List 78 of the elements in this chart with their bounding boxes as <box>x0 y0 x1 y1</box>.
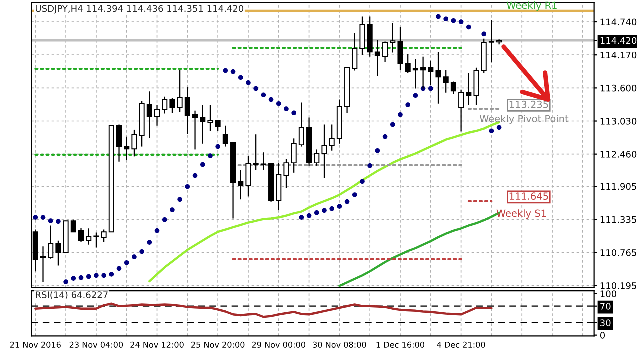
candlestick <box>466 72 472 106</box>
candlestick <box>192 110 198 150</box>
y-tick-label: 0 <box>600 332 606 339</box>
candlestick <box>101 229 107 244</box>
candlestick <box>70 219 76 233</box>
y-tick-label: 30 <box>600 320 611 326</box>
candlestick <box>222 125 228 148</box>
candlestick <box>215 120 221 132</box>
candlestick <box>360 16 366 56</box>
candlestick <box>382 41 388 63</box>
y-tick-label: 70 <box>600 303 611 310</box>
y-tick-label: 112.460 <box>600 151 637 158</box>
candlestick <box>314 149 320 167</box>
x-tick-label: 29 Nov 00:00 <box>252 342 306 348</box>
candlestick <box>94 232 100 248</box>
y-tick-label: 100 <box>600 290 617 298</box>
x-tick-label: 23 Nov 04:00 <box>70 342 124 348</box>
y-tick-label: 113.030 <box>600 118 637 125</box>
candlestick <box>208 104 214 132</box>
candlestick <box>86 228 92 246</box>
candlestick <box>253 134 259 171</box>
candlestick <box>420 56 426 90</box>
candlestick <box>488 20 494 64</box>
candlestick <box>412 58 418 90</box>
candlestick <box>40 246 46 283</box>
chart-title: RSI(14) 64.6227 <box>36 291 108 300</box>
x-tick-label: 1 Dec 16:00 <box>376 342 424 348</box>
candlestick <box>48 225 54 260</box>
annotation: Weekly Pivot Point <box>480 114 569 124</box>
candlestick <box>238 169 244 200</box>
candlestick <box>390 22 396 54</box>
candlestick <box>146 91 152 139</box>
y-tick-label: 114.170 <box>600 52 637 59</box>
candlestick <box>458 89 464 132</box>
candlestick <box>170 97 176 114</box>
y-tick-label: 110.195 <box>600 282 636 290</box>
candlestick <box>436 52 442 104</box>
candlestick <box>184 86 190 135</box>
candlestick <box>428 60 434 86</box>
y-tick-label: 113.600 <box>600 84 637 92</box>
y-tick-label: 114.420 <box>600 37 637 44</box>
candlestick <box>132 129 138 158</box>
ref-line-label: Weekly R1 <box>506 2 557 11</box>
candlestick <box>246 156 252 198</box>
candlestick <box>200 104 206 144</box>
annotation: 111.645 <box>510 192 548 200</box>
candlestick <box>291 138 297 174</box>
x-tick-label: 4 Dec 21:00 <box>437 342 486 348</box>
candlestick <box>374 39 380 77</box>
candlestick <box>398 26 404 71</box>
candlestick <box>124 136 130 161</box>
candlestick <box>260 152 266 171</box>
x-tick-label: 24 Nov 12:00 <box>130 342 184 348</box>
y-tick-label: 114.740 <box>600 18 637 26</box>
x-tick-label: 25 Nov 20:00 <box>192 342 245 348</box>
y-tick-label: 110.765 <box>600 249 636 256</box>
annotation: Weekly S1 <box>496 210 546 220</box>
candlestick <box>322 124 328 179</box>
candlestick <box>329 124 335 152</box>
candlestick <box>450 81 456 95</box>
candlestick <box>78 228 84 244</box>
candlestick <box>116 124 122 162</box>
x-tick-label: 21 Nov 2016 <box>10 342 61 348</box>
candlestick <box>298 102 304 148</box>
line-series <box>34 302 493 318</box>
candlestick <box>352 32 358 72</box>
annotation: 113.235 <box>510 100 548 108</box>
candlestick <box>284 158 290 189</box>
x-tick-label: 30 Nov 08:00 <box>313 342 366 348</box>
candlestick <box>56 240 62 266</box>
chart-title: USDJPY,H4 114.394 114.436 114.351 114.420 <box>36 5 244 14</box>
candlestick <box>162 96 168 114</box>
y-tick-label: 111.335 <box>600 216 636 224</box>
candlestick <box>405 53 411 74</box>
candlestick <box>177 70 183 113</box>
candlestick <box>154 104 160 126</box>
candlestick <box>443 70 449 94</box>
y-tick-label: 111.905 <box>600 183 636 190</box>
